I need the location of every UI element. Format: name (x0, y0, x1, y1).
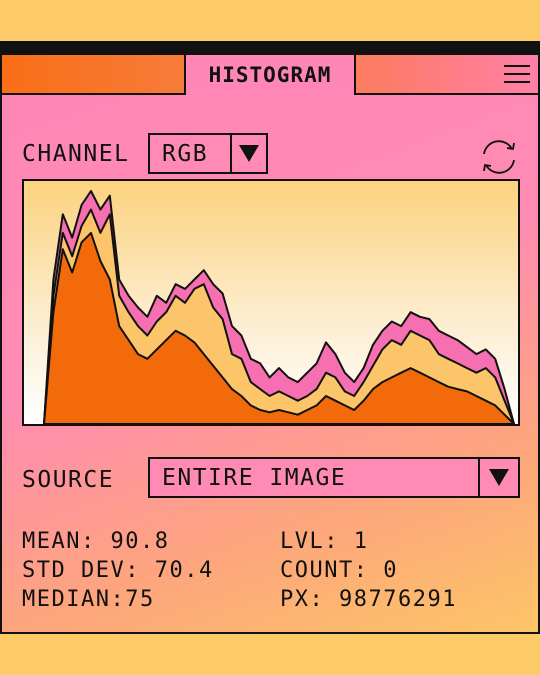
title-bar: HISTOGRAM (2, 55, 538, 95)
channel-label: CHANNEL (22, 141, 130, 167)
refresh-icon[interactable] (477, 135, 521, 179)
histogram-chart (22, 179, 520, 426)
source-label: SOURCE (22, 467, 115, 493)
hamburger-menu-icon[interactable] (504, 65, 530, 83)
source-select[interactable]: ENTIRE IMAGE (148, 457, 520, 498)
stat-std-dev: STD DEV: 70.4 (22, 558, 214, 583)
source-select-value: ENTIRE IMAGE (162, 464, 347, 491)
stats-right: LVL: 1 COUNT: 0 PX: 98776291 (280, 527, 457, 614)
histogram-series-2 (43, 231, 515, 424)
channel-select-value: RGB (162, 140, 209, 167)
panel-title-tab[interactable]: HISTOGRAM (186, 55, 356, 95)
stat-level: LVL: 1 (280, 529, 369, 554)
histogram-plot (24, 181, 518, 424)
histogram-panel: HISTOGRAM CHANNEL RGB (0, 41, 540, 634)
stats-left: MEAN: 90.8 STD DEV: 70.4 MEDIAN:75 (22, 527, 214, 614)
title-bar-right-segment (356, 55, 538, 93)
stat-median: MEDIAN:75 (22, 587, 155, 612)
channel-dropdown-button[interactable] (230, 135, 266, 172)
chevron-down-icon (239, 145, 259, 162)
source-dropdown-button[interactable] (478, 459, 518, 496)
chevron-down-icon (489, 469, 509, 486)
stat-count: COUNT: 0 (280, 558, 398, 583)
stat-pixels: PX: 98776291 (280, 587, 457, 612)
title-bar-left-segment (2, 55, 186, 93)
channel-select[interactable]: RGB (148, 133, 268, 174)
stat-mean: MEAN: 90.8 (22, 529, 170, 554)
